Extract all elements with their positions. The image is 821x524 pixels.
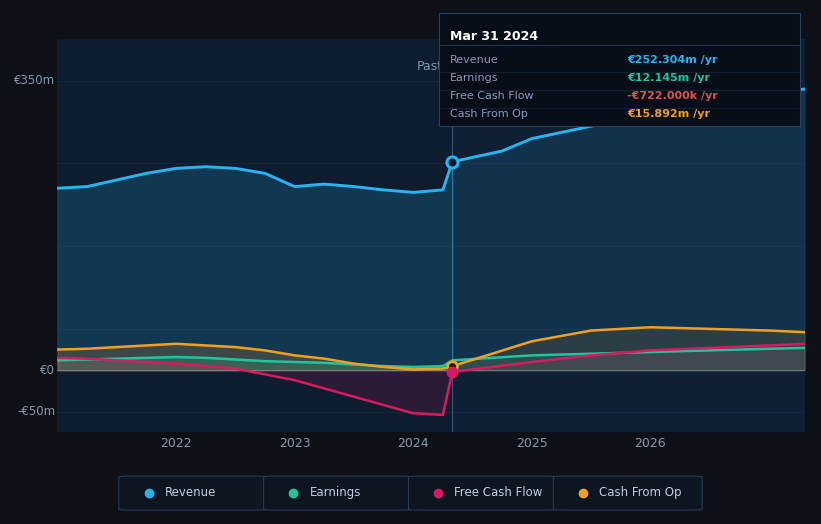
Text: Cash From Op: Cash From Op [599,486,681,499]
Text: €252.304m /yr: €252.304m /yr [627,56,718,66]
Text: Revenue: Revenue [450,56,499,66]
Text: Past: Past [417,60,443,73]
Text: Analysts Forecasts: Analysts Forecasts [462,60,578,73]
FancyBboxPatch shape [264,476,412,510]
FancyBboxPatch shape [409,476,557,510]
Text: Mar 31 2024: Mar 31 2024 [450,30,539,43]
Text: Cash From Op: Cash From Op [450,110,528,119]
Text: Earnings: Earnings [450,73,498,83]
Text: €0: €0 [40,364,55,377]
Text: -€722.000k /yr: -€722.000k /yr [627,92,718,102]
Text: Earnings: Earnings [310,486,361,499]
Text: €15.892m /yr: €15.892m /yr [627,110,710,119]
FancyBboxPatch shape [119,476,268,510]
Text: -€50m: -€50m [17,405,55,418]
FancyBboxPatch shape [553,476,702,510]
Text: Free Cash Flow: Free Cash Flow [454,486,543,499]
Text: Revenue: Revenue [165,486,216,499]
Text: €12.145m /yr: €12.145m /yr [627,73,710,83]
Text: €350m: €350m [14,74,55,87]
Text: Free Cash Flow: Free Cash Flow [450,92,534,102]
Bar [452,39,805,432]
